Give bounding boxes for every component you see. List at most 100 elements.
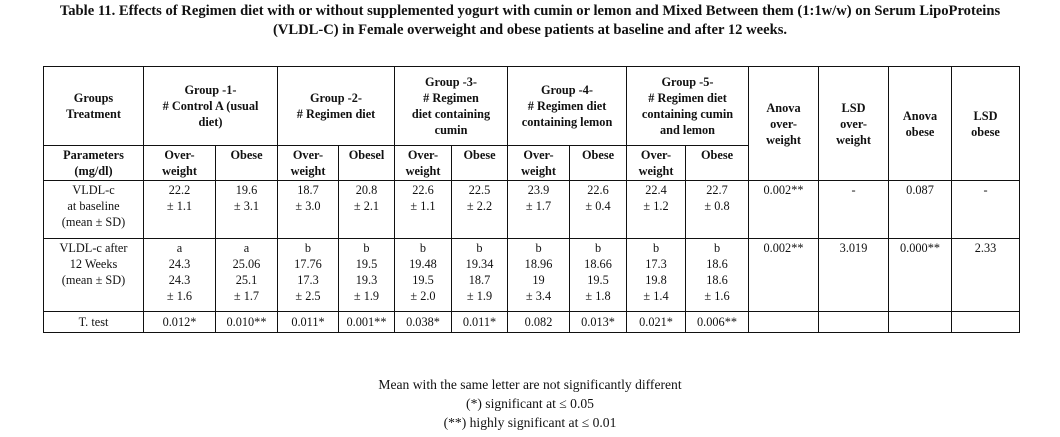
cell-line: Anova — [766, 100, 801, 115]
header-anova-obese: Anova obese — [888, 66, 953, 181]
cell-line: 22.6 — [587, 183, 609, 197]
subheader-cell: Obese — [685, 145, 750, 181]
cell-line: ± 3.1 — [233, 199, 260, 213]
header-groups-treatment: Groups Treatment — [43, 66, 144, 146]
subheader-row: Parameters (mg/dl) Over-weight Obese Over… — [43, 145, 1020, 181]
cell-line: weight — [521, 164, 556, 178]
header-lsd-overweight: LSD over-weight — [818, 66, 890, 181]
table-cell: b 18.66 19.5 ± 1.8 — [569, 238, 628, 312]
cell-line: 24.3 — [168, 257, 191, 271]
cell-line: 22.5 — [468, 183, 491, 197]
cell-line: b — [713, 241, 721, 255]
row-label: T. test — [43, 311, 144, 333]
cell-line: 0.006** — [697, 315, 737, 329]
header-row: Groups Treatment Group -1- # Control A (us… — [43, 66, 1021, 181]
caption-line-2: (VLDL-C) in Female overweight and obese … — [272, 22, 788, 38]
cell-line: # Regimen — [423, 91, 479, 105]
cell-line: 19.5 — [355, 257, 378, 271]
cell-line: Group -2- — [309, 91, 363, 105]
cell-line: - — [983, 183, 988, 197]
cell-line: 0.038* — [406, 315, 440, 329]
row-label: VLDL-c at baseline (mean ± SD) — [43, 180, 144, 239]
note-highly-significant: (**) highly significant at ≤ 0.01 — [443, 415, 617, 430]
cell-line: b — [594, 241, 602, 255]
table-cell: b 19.34 18.7 ± 1.9 — [450, 238, 509, 312]
cell-line: weight — [638, 164, 674, 178]
cell-line: Groups — [73, 91, 114, 105]
cell-line: Group -4- — [540, 83, 594, 97]
cell-line: 3.019 — [839, 241, 868, 255]
stat-cell: 3.019 — [818, 238, 890, 312]
subheader-cell: Obese — [215, 145, 278, 181]
cell-line: ± 2.1 — [353, 199, 380, 213]
cell-line: 22.7 — [706, 183, 728, 197]
table-cell: a 24.3 24.3 ± 1.6 — [143, 238, 216, 312]
stat-cell: - — [951, 180, 1021, 239]
cell-line: ± 1.8 — [585, 289, 611, 303]
cell-line: 18.6 — [706, 257, 728, 271]
cell-line: ± 1.4 — [643, 289, 669, 303]
cell-line: ± 3.4 — [525, 289, 552, 303]
stat-cell: - — [818, 180, 890, 239]
caption-line-1: Table 11. Effects of Regimen diet with o… — [59, 3, 1001, 19]
cell-line: 22.6 — [412, 183, 434, 197]
cell-line: Group -3- — [424, 75, 478, 89]
cell-line: weight — [405, 164, 441, 178]
cell-line: Over- — [164, 148, 195, 162]
cell-line: 0.011* — [291, 315, 325, 329]
cell-line: Treatment — [66, 107, 121, 121]
stat-cell: 0.087 — [888, 180, 953, 239]
table-cell: b 18.96 19 ± 3.4 — [507, 238, 571, 312]
header-group-3: Group -3- # Regimen diet containing cumin — [393, 66, 509, 146]
cell-line: ± 1.9 — [353, 289, 380, 303]
subheader-cell: Obesel — [338, 145, 395, 181]
subheader-cell: Over-weight — [394, 145, 452, 181]
table-notes: Mean with the same letter are not signif… — [0, 375, 1060, 432]
table-cell: b 17.76 17.3 ± 2.5 — [277, 238, 339, 312]
cell-line: 0.001** — [346, 315, 387, 329]
subheader-cell: Obese — [569, 145, 628, 181]
table-caption: Table 11. Effects of Regimen diet with o… — [0, 2, 1060, 40]
header-anova-overweight: Anova over-weight — [748, 66, 820, 181]
cell-line: a — [176, 241, 183, 255]
cell-line: 17.3 — [297, 273, 319, 287]
cell-line: b — [535, 241, 542, 255]
cell-line: Obese — [581, 148, 615, 162]
table-cell: 0.001** — [338, 311, 395, 333]
stat-cell — [951, 311, 1021, 333]
cell-line: 25.06 — [232, 257, 261, 271]
cell-line: 19.6 — [235, 183, 258, 197]
cell-line: ± 2.2 — [466, 199, 493, 213]
cell-line: 0.002** — [763, 241, 804, 255]
cell-line: 18.6 — [706, 273, 728, 287]
cell-line: 19.5 — [412, 273, 434, 287]
cell-line: ± 1.9 — [466, 289, 493, 303]
table-cell: 0.082 — [507, 311, 571, 333]
cell-line: Obesel — [348, 148, 385, 162]
cell-line: 17.76 — [294, 257, 322, 271]
table-cell: 22.6 ± 1.1 — [394, 180, 452, 239]
cell-line: 18.7 — [468, 273, 491, 287]
note-significant: (*) significant at ≤ 0.05 — [466, 396, 594, 411]
cell-line: ± 0.4 — [585, 199, 611, 213]
table-cell: a 25.06 25.1 ± 1.7 — [215, 238, 278, 312]
cell-line: 17.3 — [645, 257, 667, 271]
table-cell: b 17.3 19.8 ± 1.4 — [626, 238, 687, 312]
cell-line: cumin — [434, 123, 468, 137]
cell-line: Group -1- — [184, 83, 237, 97]
cell-line: 22.4 — [645, 183, 667, 197]
header-group-5: Group -5- # Regimen diet containing cumin a… — [626, 66, 750, 146]
cell-line: ± 1.1 — [166, 199, 193, 213]
cell-line: ± 1.6 — [704, 289, 730, 303]
cell-line: and lemon — [660, 123, 716, 137]
table-cell: 0.010** — [215, 311, 278, 333]
cell-line: ± 2.5 — [295, 289, 321, 303]
cell-line: T. test — [78, 315, 109, 329]
cell-line: ± 1.7 — [525, 199, 552, 213]
header-lsd-obese: LSD obese — [951, 66, 1021, 181]
cell-line: VLDL-c — [72, 183, 115, 197]
cell-line: diet containing — [411, 107, 491, 121]
table-cell: 22.5 ± 2.2 — [450, 180, 509, 239]
header-group-4: Group -4- # Regimen diet containing lemon — [507, 66, 628, 146]
table-cell: 22.2 ± 1.1 — [143, 180, 216, 239]
